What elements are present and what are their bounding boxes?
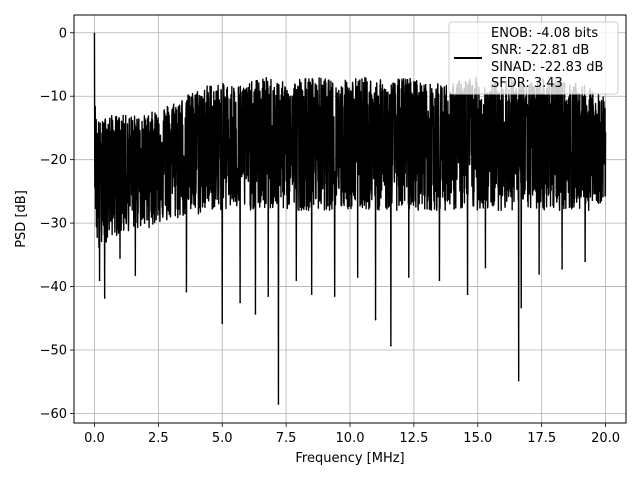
psd-spike-point	[356, 276, 359, 278]
x-tick-label: 5.0	[212, 431, 233, 446]
x-tick-label: 10.0	[336, 431, 365, 446]
psd-spike-point	[484, 266, 487, 269]
x-tick-label: 20.0	[591, 431, 620, 446]
psd-spike-point	[103, 297, 106, 299]
psd-spike-point	[466, 293, 469, 295]
y-tick-label: −10	[40, 90, 67, 105]
psd-series	[93, 32, 607, 405]
psd-spike-point	[407, 276, 410, 278]
psd-spike-point	[277, 403, 280, 405]
psd-spike-point	[98, 279, 101, 282]
x-tick-label: 12.5	[399, 431, 428, 446]
psd-spike-point	[390, 344, 392, 347]
y-tick-label: 0	[59, 26, 67, 41]
x-axis-label: Frequency [MHz]	[295, 451, 404, 466]
psd-spike-point	[295, 279, 298, 282]
x-axis-ticks: 0.0 2.5 5.0 7.5 10.0 12.5 15.0 17.5 20.0	[84, 423, 620, 446]
psd-spike-point	[438, 279, 441, 282]
psd-trace	[93, 32, 607, 405]
psd-spike-point	[520, 306, 523, 309]
y-axis-ticks: 0 −10 −20 −30 −40 −50 −60	[40, 26, 74, 422]
x-tick-label: 7.5	[276, 431, 297, 446]
legend-box	[448, 21, 619, 95]
y-tick-label: −50	[40, 344, 67, 359]
legend-line-enob: ENOB: -4.08 bits	[491, 26, 598, 41]
legend-line-snr: SNR: -22.81 dB	[491, 43, 589, 58]
psd-spike-point	[119, 257, 121, 259]
y-tick-label: −60	[40, 407, 67, 422]
psd-spike-point	[538, 273, 540, 275]
psd-spike-point	[561, 268, 563, 270]
psd-spike-point	[333, 295, 336, 297]
legend-line-sinad: SINAD: -22.83 dB	[491, 60, 603, 75]
y-tick-label: −30	[40, 217, 67, 232]
psd-spike-point	[254, 313, 257, 315]
y-axis-label: PSD [dB]	[14, 190, 29, 248]
x-tick-label: 17.5	[527, 431, 556, 446]
x-tick-label: 15.0	[463, 431, 492, 446]
psd-spike-point	[134, 274, 137, 276]
psd-spike-point	[221, 322, 224, 325]
x-tick-label: 2.5	[148, 431, 169, 446]
psd-spike-point	[267, 295, 270, 297]
psd-spike-point	[239, 301, 241, 304]
legend: ENOB: -4.08 bits SNR: -22.81 dB SINAD: -…	[448, 21, 619, 95]
psd-spike-point	[517, 379, 520, 382]
y-tick-label: −20	[40, 153, 67, 168]
y-tick-label: −40	[40, 280, 67, 295]
psd-spike-point	[374, 318, 377, 321]
psd-spike-point	[584, 260, 586, 262]
psd-spike-point	[310, 293, 313, 295]
x-tick-label: 0.0	[84, 431, 105, 446]
psd-spike-point	[185, 290, 188, 293]
legend-line-sfdr: SFDR: 3.43	[491, 76, 563, 91]
